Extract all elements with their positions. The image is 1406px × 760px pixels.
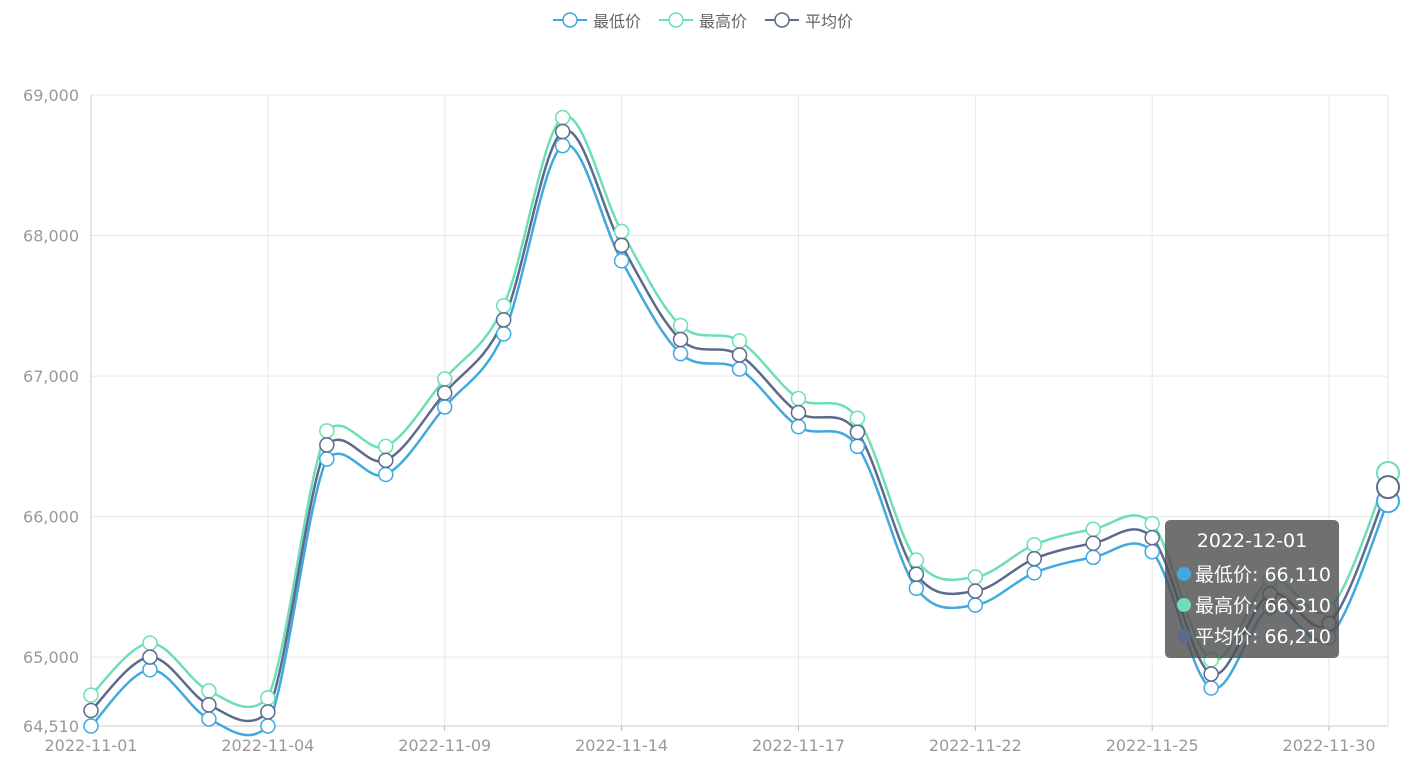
data-point-high[interactable]	[613, 223, 630, 240]
data-point-high[interactable]	[849, 410, 866, 426]
data-point-low[interactable]	[201, 711, 217, 727]
data-point-avg[interactable]	[554, 123, 571, 140]
data-point-low[interactable]	[378, 466, 394, 483]
data-point-high[interactable]	[967, 569, 984, 585]
tooltip-high-dot-icon	[1177, 597, 1191, 612]
tooltip-row-avg: 平均价: 66,210	[1177, 620, 1339, 651]
x-tick-label: 2022-11-17	[752, 736, 845, 755]
tooltip-low-dot-icon	[1177, 566, 1191, 581]
data-point-avg[interactable]	[1203, 666, 1219, 682]
data-point-low[interactable]	[672, 345, 689, 362]
legend-high-icon	[658, 12, 693, 28]
data-point-high[interactable]	[554, 109, 571, 126]
data-point-high[interactable]	[1144, 515, 1160, 532]
data-point-high[interactable]	[319, 423, 335, 439]
data-point-low[interactable]	[260, 718, 276, 734]
data-point-high[interactable]	[731, 333, 748, 349]
data-point-high[interactable]	[378, 438, 394, 455]
data-point-avg[interactable]	[613, 237, 630, 254]
legend-low-icon	[552, 12, 587, 28]
legend-item-high[interactable]: 最高价	[658, 8, 747, 32]
data-point-avg[interactable]	[1085, 535, 1101, 552]
y-tick-label: 67,000	[23, 367, 79, 386]
y-tick-label: 64,510	[23, 717, 79, 736]
data-point-low[interactable]	[967, 597, 984, 613]
y-tick-label: 68,000	[23, 227, 79, 246]
data-point-low[interactable]	[1203, 680, 1219, 696]
data-point-avg[interactable]	[201, 697, 217, 713]
data-point-avg[interactable]	[142, 649, 158, 665]
data-point-high[interactable]	[1026, 536, 1043, 553]
x-tick-label: 2022-11-14	[575, 736, 668, 755]
x-tick-label: 2022-11-22	[929, 736, 1022, 755]
data-point-low[interactable]	[731, 361, 748, 377]
x-tick-label: 2022-11-01	[45, 736, 138, 755]
data-point-avg[interactable]	[378, 452, 394, 469]
data-point-high[interactable]	[672, 317, 689, 334]
tooltip-avg-dot-icon	[1177, 628, 1191, 643]
data-point-avg[interactable]	[260, 704, 276, 720]
legend-item-low[interactable]: 最低价	[552, 8, 641, 32]
x-tick-label: 2022-11-04	[221, 736, 314, 755]
data-point-high[interactable]	[1085, 521, 1101, 538]
legend-label-low: 最低价	[592, 12, 641, 31]
data-point-low[interactable]	[1026, 565, 1043, 581]
data-point-avg[interactable]	[849, 424, 866, 441]
tooltip-avg-text: 平均价: 66,210	[1195, 626, 1331, 648]
legend-avg-icon	[765, 12, 799, 28]
data-point-high[interactable]	[83, 687, 99, 703]
data-point-low[interactable]	[436, 399, 453, 415]
data-point-avg[interactable]	[1144, 529, 1160, 546]
data-point-high[interactable]	[495, 298, 512, 314]
data-point-low[interactable]	[1085, 549, 1101, 566]
data-point-avg[interactable]	[83, 702, 99, 719]
x-tick-label: 2022-11-09	[398, 736, 491, 755]
data-point-avg[interactable]	[731, 347, 748, 363]
data-point-avg[interactable]	[1026, 551, 1043, 567]
data-point-low[interactable]	[1144, 543, 1160, 560]
y-tick-label: 69,000	[23, 86, 79, 105]
data-point-high[interactable]	[436, 371, 453, 387]
chart-legend: 最低价 最高价 平均价	[0, 8, 1406, 32]
data-point-avg[interactable]	[1376, 475, 1400, 500]
data-point-avg[interactable]	[908, 566, 925, 582]
data-point-high[interactable]	[908, 552, 925, 568]
data-point-avg[interactable]	[319, 437, 335, 453]
legend-item-avg[interactable]: 平均价	[765, 8, 853, 32]
tooltip-row-high: 最高价: 66,310	[1177, 589, 1339, 620]
data-point-low[interactable]	[790, 418, 807, 435]
data-point-high[interactable]	[790, 390, 807, 407]
x-tick-label: 2022-11-30	[1283, 736, 1376, 755]
x-tick-label: 2022-11-25	[1106, 736, 1199, 755]
data-point-high[interactable]	[201, 683, 217, 699]
data-point-high[interactable]	[260, 690, 276, 706]
data-point-low[interactable]	[613, 253, 630, 269]
data-point-low[interactable]	[83, 718, 99, 734]
data-point-low[interactable]	[849, 438, 866, 455]
tooltip-row-low: 最低价: 66,110	[1177, 558, 1339, 589]
data-point-avg[interactable]	[967, 583, 984, 599]
legend-label-high: 最高价	[698, 12, 747, 31]
y-tick-label: 65,000	[23, 648, 79, 667]
tooltip-low-text: 最低价: 66,110	[1195, 564, 1331, 586]
y-tick-label: 66,000	[23, 508, 79, 527]
data-point-low[interactable]	[554, 137, 571, 154]
data-point-low[interactable]	[495, 326, 512, 342]
data-point-avg[interactable]	[495, 312, 512, 328]
data-point-high[interactable]	[142, 635, 158, 651]
tooltip-high-text: 最高价: 66,310	[1195, 595, 1331, 617]
data-point-avg[interactable]	[672, 331, 689, 348]
tooltip-title: 2022-12-01	[1196, 530, 1308, 552]
data-point-avg[interactable]	[436, 385, 453, 401]
data-point-avg[interactable]	[790, 404, 807, 421]
chart-tooltip: 2022-12-01 最低价: 66,110 最高价: 66,310 平均价: …	[1165, 520, 1339, 658]
legend-label-avg: 平均价	[805, 12, 854, 31]
data-point-low[interactable]	[319, 451, 335, 467]
data-point-low[interactable]	[908, 580, 925, 597]
